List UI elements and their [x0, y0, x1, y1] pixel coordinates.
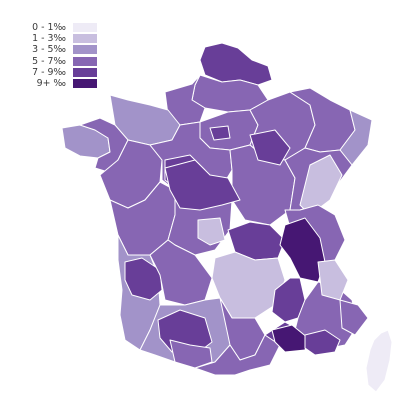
region-dordogne: [149, 239, 213, 306]
region-bouches-du-rhone: [271, 324, 309, 353]
legend-label: 5 - 7‰: [32, 55, 66, 67]
region-hautes-alpes: [317, 259, 349, 301]
region-paris: [209, 125, 231, 141]
legend-item: 3 - 5‰: [14, 44, 97, 55]
legend-swatch: [73, 45, 97, 55]
region-cote-dor: [249, 129, 291, 166]
region-corse: [365, 329, 393, 393]
region-bretagne-cotes: [79, 117, 129, 173]
region-pyrenees-orientales: [169, 339, 213, 369]
region-nord-pas-de-calais: [199, 42, 273, 86]
legend-item: 7 - 9‰: [14, 67, 97, 78]
legend-swatch: [73, 67, 97, 77]
legend-item: 5 - 7‰: [14, 56, 97, 67]
legend-swatch: [73, 56, 97, 66]
legend-item: 9+ ‰: [14, 78, 97, 89]
legend-label: 1 - 3‰: [32, 33, 66, 45]
region-alpes-maritimes: [339, 299, 369, 336]
legend-item: 1 - 3‰: [14, 33, 97, 44]
region-gironde: [124, 257, 163, 301]
region-layer: [61, 42, 393, 393]
legend-label: 3 - 5‰: [32, 44, 66, 56]
legend-item: 0 - 1‰: [14, 22, 97, 33]
legend-label: 7 - 9‰: [32, 66, 66, 78]
legend-label: 9+ ‰: [36, 78, 66, 90]
region-var: [304, 329, 341, 356]
legend-swatch: [73, 34, 97, 44]
region-allier: [164, 159, 241, 211]
region-creuse: [197, 217, 226, 246]
legend: 0 - 1‰ 1 - 3‰ 3 - 5‰ 5 - 7‰ 7 - 9‰ 9+ ‰: [14, 22, 97, 89]
legend-swatch: [73, 23, 97, 33]
legend-swatch: [73, 79, 97, 89]
legend-label: 0 - 1‰: [32, 22, 66, 34]
